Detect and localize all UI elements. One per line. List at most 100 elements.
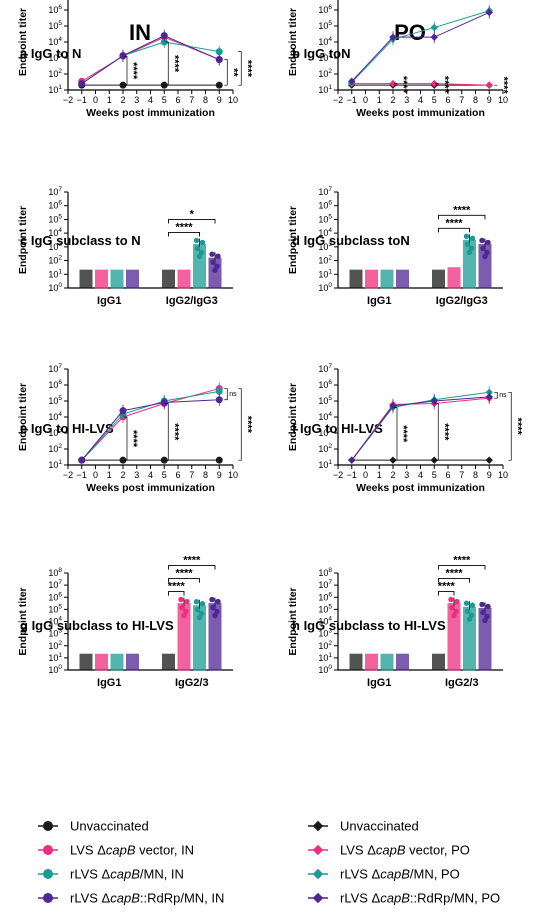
replicate-point xyxy=(178,596,184,603)
data-point-LVS xyxy=(430,79,438,88)
y-tick-label: 102 xyxy=(318,640,332,651)
x-tick-label: 4 xyxy=(148,95,153,105)
significance-label: ns xyxy=(499,392,507,399)
category-label: IgG1 xyxy=(97,677,121,689)
bar-Unvaccinated xyxy=(432,269,445,289)
significance-bracket xyxy=(438,214,486,220)
y-axis-label: Endpoint titer xyxy=(287,206,299,274)
series-line-LVS xyxy=(351,83,490,86)
replicate-point xyxy=(466,616,473,622)
x-tick-label: 7 xyxy=(459,95,464,105)
data-point-RdRp xyxy=(119,407,127,415)
y-tick-label: 104 xyxy=(318,616,332,627)
y-tick-label: 104 xyxy=(318,411,332,422)
y-tick-label: 104 xyxy=(318,36,332,47)
y-tick-label: 105 xyxy=(318,20,332,31)
y-tick-label: 101 xyxy=(48,84,62,95)
x-tick-label: 2 xyxy=(120,95,125,105)
replicate-point xyxy=(210,259,216,265)
x-tick-label: 9 xyxy=(217,470,222,480)
series-line-RdRp xyxy=(81,35,220,85)
data-point-Unvaccinated xyxy=(430,456,438,464)
replicate-point xyxy=(209,251,215,257)
replicate-point xyxy=(479,237,485,244)
y-tick-label: 103 xyxy=(318,52,332,63)
legend-label: rLVS ΔcapB::RdRp/MN, IN xyxy=(70,891,224,906)
y-tick-label: 101 xyxy=(48,459,62,470)
data-point-RdRp xyxy=(485,8,493,17)
legend-label: rLVS ΔcapB/MN, PO xyxy=(340,867,460,882)
bar-LVS xyxy=(95,269,108,289)
data-point-RdRp xyxy=(485,393,493,401)
panel-title: g IgG subclass to HI-LVS xyxy=(20,618,174,633)
y-tick-label: 100 xyxy=(48,282,62,293)
y-tick-label: 106 xyxy=(318,200,332,211)
series-line-MN xyxy=(81,41,220,85)
x-tick-label: 6 xyxy=(445,470,450,480)
x-tick-label: 2 xyxy=(390,95,395,105)
category-label: IgG1 xyxy=(367,295,391,307)
x-tick-label: 1 xyxy=(107,470,112,480)
x-tick-label: 9 xyxy=(487,95,492,105)
x-tick-label: 8 xyxy=(473,95,478,105)
y-axis-label: Endpoint titer xyxy=(287,8,299,76)
y-tick-label: 102 xyxy=(48,255,62,266)
data-point-RdRp xyxy=(160,32,168,40)
x-tick-label: 6 xyxy=(175,95,180,105)
y-tick-label: 105 xyxy=(48,213,62,224)
significance-label: **** xyxy=(183,555,201,567)
data-point-Unvaccinated xyxy=(485,456,493,464)
replicate-point xyxy=(196,615,203,621)
x-tick-label: 9 xyxy=(487,470,492,480)
significance-label: **** xyxy=(453,204,471,216)
legend-marker xyxy=(43,893,53,903)
legend-marker xyxy=(43,821,53,831)
replicate-point xyxy=(482,617,488,624)
replicate-point xyxy=(212,267,218,273)
replicate-point xyxy=(454,598,460,605)
legend: Unvaccinated LVS ΔcapB vector, IN rLVS Δca… xyxy=(38,819,500,906)
x-tick-label: −1 xyxy=(347,470,357,480)
legend-marker xyxy=(312,844,324,856)
x-tick-label: 10 xyxy=(228,470,238,480)
bar-Unvaccinated xyxy=(79,269,93,289)
significance-label: **** xyxy=(453,555,471,567)
significance-label: **** xyxy=(241,60,253,78)
data-point-Unvaccinated xyxy=(215,81,223,89)
x-tick-label: 1 xyxy=(377,95,382,105)
x-tick-label: 8 xyxy=(473,470,478,480)
x-tick-label: 4 xyxy=(148,470,153,480)
y-tick-label: 105 xyxy=(318,603,332,614)
replicate-point xyxy=(212,612,218,619)
replicate-point xyxy=(480,609,486,616)
significance-label: **** xyxy=(445,568,463,580)
x-tick-label: 0 xyxy=(363,95,368,105)
data-point-MN xyxy=(215,387,223,395)
replicate-point xyxy=(193,237,200,244)
significance-bracket xyxy=(124,416,128,461)
x-axis-label: Weeks post immunization xyxy=(86,482,215,494)
bar-RdRp xyxy=(396,653,409,671)
significance-label: **** xyxy=(127,430,139,448)
significance-label: **** xyxy=(438,581,456,593)
legend-label: Unvaccinated xyxy=(340,819,419,834)
x-tick-label: 10 xyxy=(498,95,508,105)
bar-MN xyxy=(110,269,124,289)
bar-RdRp xyxy=(126,653,139,671)
y-tick-label: 105 xyxy=(48,395,62,406)
data-point-RdRp xyxy=(78,456,86,464)
y-tick-label: 107 xyxy=(48,579,62,590)
bar-Unvaccinated xyxy=(162,269,175,289)
significance-label: **** xyxy=(241,416,253,434)
replicate-point xyxy=(215,598,221,605)
y-axis-label: Endpoint titer xyxy=(17,206,29,274)
legend-label: LVS ΔcapB vector, IN xyxy=(70,843,194,858)
significance-label: **** xyxy=(438,76,450,94)
replicate-point xyxy=(196,253,203,260)
bar-LVS xyxy=(447,267,461,289)
x-tick-label: 8 xyxy=(203,95,208,105)
y-tick-label: 100 xyxy=(318,282,332,293)
series-line-MN xyxy=(351,10,490,83)
y-tick-label: 107 xyxy=(48,363,62,374)
